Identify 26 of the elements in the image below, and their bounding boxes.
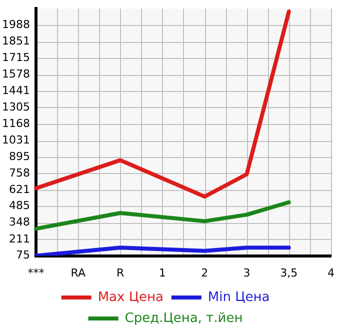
y-tick-label: 758: [8, 166, 30, 180]
x-tick-label: R: [116, 266, 124, 280]
x-tick-label: 3,5: [280, 266, 298, 280]
x-tick-label: ***: [28, 266, 45, 280]
x-tick-label: RA: [70, 266, 86, 280]
y-tick-label: 1441: [2, 84, 30, 97]
y-tick-label: 621: [8, 182, 30, 196]
y-tick-label: 1305: [2, 100, 30, 114]
y-tick-label: 895: [8, 150, 30, 163]
y-tick-label: 1031: [2, 133, 30, 146]
y-tick-label: 485: [8, 199, 30, 212]
y-tick-label: 75: [16, 248, 30, 262]
y-tick-label: 1578: [2, 67, 30, 80]
legend-label: Сред.Цена, т.йен: [124, 310, 243, 326]
x-tick-label: 1: [158, 266, 166, 280]
y-tick-label: 1168: [2, 116, 30, 130]
y-tick-label: 348: [8, 216, 30, 229]
y-tick-label: 1715: [2, 50, 30, 64]
x-tick-label: 4: [328, 266, 334, 280]
legend-label: Min Цена: [208, 290, 270, 305]
y-tick-label: 1988: [2, 18, 30, 31]
y-tick-label: 1851: [2, 34, 30, 48]
x-tick-label: 2: [201, 266, 208, 280]
legend-label: Max Цена: [98, 290, 164, 305]
x-tick-label: 3: [243, 266, 250, 280]
y-tick-label: 211: [8, 232, 30, 246]
